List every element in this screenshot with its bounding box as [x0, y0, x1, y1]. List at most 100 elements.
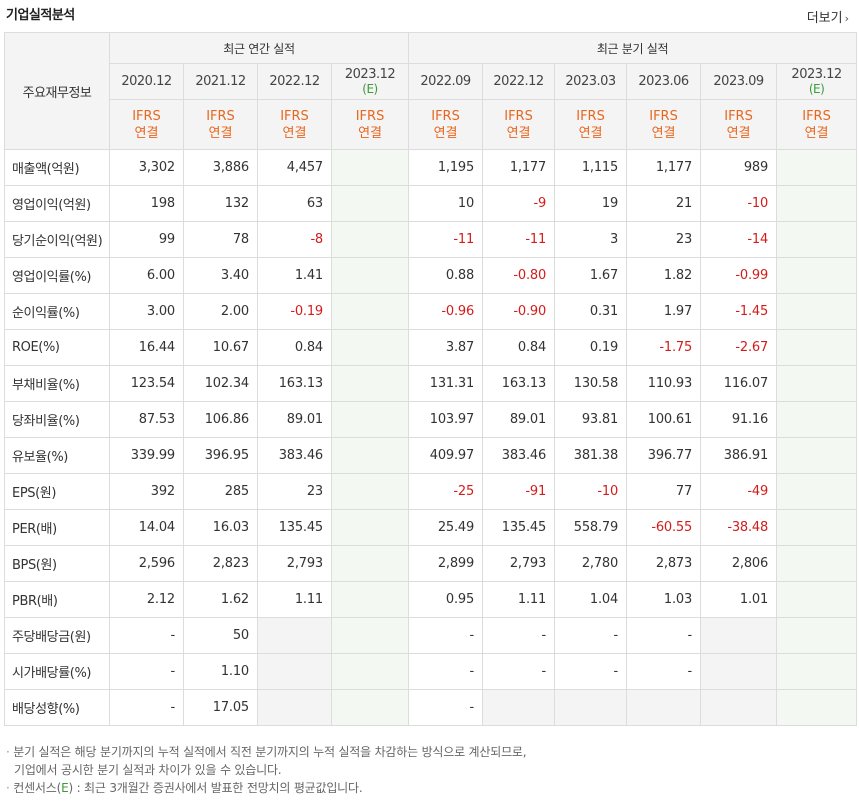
table-cell: 2.12 — [109, 581, 184, 618]
period-label: 2022.12 — [493, 74, 544, 89]
period-label: 2023.03 — [565, 74, 616, 89]
table-cell: 3,886 — [183, 149, 258, 186]
table-cell: 93.81 — [554, 401, 628, 438]
period-label: 2023.09 — [713, 74, 764, 89]
consolidated-label: 연결 — [282, 125, 307, 141]
ifrs-header: IFRS 연결 — [626, 99, 702, 150]
table-cell — [330, 221, 410, 258]
table-cell: - — [554, 617, 628, 654]
ifrs-header: IFRS 연결 — [776, 99, 858, 150]
table-cell — [330, 401, 410, 438]
table-cell: 3 — [554, 221, 628, 258]
table-cell: -10 — [700, 185, 778, 222]
table-cell: 87.53 — [109, 401, 184, 438]
table-cell: 6.00 — [109, 257, 184, 294]
table-cell: 558.79 — [554, 509, 628, 546]
table-cell: 3.00 — [109, 293, 184, 330]
table-cell — [776, 653, 858, 690]
row-label: 당좌비율(%) — [4, 401, 110, 438]
table-cell: 2,899 — [408, 545, 484, 582]
table-cell: 3.87 — [408, 329, 484, 366]
row-label: EPS(원) — [4, 473, 110, 510]
table-cell: 1.01 — [700, 581, 778, 618]
ifrs-header: IFRS 연결 — [554, 99, 628, 150]
table-row: PER(배) 14.04 16.03 135.45 25.49 135.45 558.79-… — [4, 509, 858, 546]
footnote-1-cont: 기업에서 공시한 분기 실적과 차이가 있을 수 있습니다. — [14, 763, 282, 777]
table-cell: 1.82 — [626, 257, 702, 294]
table-cell: 23 — [626, 221, 702, 258]
period-label: 2022.12 — [269, 74, 320, 89]
row-label: 주당배당금(원) — [4, 617, 110, 654]
table-row: ROE(%) 16.44 10.67 0.84 3.87 0.84 0.19 -1.75 -2.… — [4, 329, 858, 366]
table-cell — [776, 401, 858, 438]
row-label: 영업이익률(%) — [4, 257, 110, 294]
table-cell: 132 — [183, 185, 258, 222]
table-cell: -11 — [482, 221, 556, 258]
table-cell: 17.05 — [183, 689, 258, 726]
table-cell: -60.55 — [626, 509, 702, 546]
table-cell — [330, 653, 410, 690]
period-header: 2023.12 (E) — [776, 63, 858, 100]
table-cell: 1.10 — [183, 653, 258, 690]
row-label: 영업이익(억원) — [4, 185, 110, 222]
table-cell: 1,177 — [626, 149, 702, 186]
table-cell: 23 — [257, 473, 332, 510]
table-cell: -14 — [700, 221, 778, 258]
consolidated-label: 연결 — [578, 125, 603, 141]
table-row: 매출액(억원) 3,302 3,886 4,457 1,195 1,177 1,115 1,1… — [4, 149, 858, 186]
table-cell — [626, 689, 702, 726]
table-cell — [330, 365, 410, 402]
table-cell: 130.58 — [554, 365, 628, 402]
footnote-1: · 분기 실적은 해당 분기까지의 누적 실적에서 직전 분기까지의 누적 실적… — [6, 745, 527, 759]
more-link[interactable]: 더보기 › — [807, 7, 849, 26]
table-row: EPS(원) 392 285 23 -25 -91 -10 77 -49 — [4, 473, 858, 510]
table-cell: 21 — [626, 185, 702, 222]
table-cell: 396.77 — [626, 437, 702, 474]
table-cell: 10 — [408, 185, 484, 222]
table-cell — [776, 617, 858, 654]
table-row: 부채비율(%) 123.54 102.34 163.13 131.31 163.13 130… — [4, 365, 858, 402]
consolidated-label: 연결 — [804, 125, 829, 141]
footnote-2-suffix: ) : 최근 3개월간 증권사에서 발표한 전망치의 평균값입니다. — [68, 781, 363, 795]
ifrs-label: IFRS — [649, 108, 678, 124]
table-cell — [700, 653, 778, 690]
period-header: 2023.06 — [626, 63, 702, 100]
table-cell: 285 — [183, 473, 258, 510]
table-cell: - — [109, 653, 184, 690]
table-cell: - — [408, 653, 484, 690]
table-cell: 135.45 — [257, 509, 332, 546]
table-cell: 10.67 — [183, 329, 258, 366]
ifrs-header: IFRS 연결 — [700, 99, 778, 150]
table-cell — [554, 689, 628, 726]
chevron-right-icon: › — [844, 12, 849, 25]
table-cell: 989 — [700, 149, 778, 186]
table-cell: -1.75 — [626, 329, 702, 366]
table-cell: 383.46 — [257, 437, 332, 474]
table-cell: 14.04 — [109, 509, 184, 546]
table-cell: 110.93 — [626, 365, 702, 402]
table-cell: 381.38 — [554, 437, 628, 474]
table-cell — [776, 221, 858, 258]
table-cell: 0.84 — [257, 329, 332, 366]
consolidated-label: 연결 — [726, 125, 751, 141]
row-label: 순이익률(%) — [4, 293, 110, 330]
table-cell — [482, 689, 556, 726]
row-label: 당기순이익(억원) — [4, 221, 110, 258]
table-row: BPS(원) 2,596 2,823 2,793 2,899 2,793 2,780 2,87… — [4, 545, 858, 582]
table-cell — [776, 185, 858, 222]
table-row: 배당성향(%) -17.05- — [4, 689, 858, 726]
ifrs-label: IFRS — [206, 108, 235, 124]
table-row: 순이익률(%) 3.00 2.00 -0.19 -0.96 -0.90 0.31 1.97 -1… — [4, 293, 858, 330]
table-cell — [776, 437, 858, 474]
table-cell — [330, 437, 410, 474]
table-row: 영업이익률(%) 6.00 3.40 1.41 0.88 -0.80 1.67 1.82 -0.… — [4, 257, 858, 294]
table-cell: 1.11 — [257, 581, 332, 618]
ifrs-label: IFRS — [280, 108, 309, 124]
table-row: 영업이익(억원) 198 132 63 10 -9 19 21 -10 — [4, 185, 858, 222]
table-cell: - — [482, 653, 556, 690]
table-cell: 2.00 — [183, 293, 258, 330]
table-cell: 25.49 — [408, 509, 484, 546]
ifrs-header: IFRS 연결 — [330, 99, 410, 150]
table-cell: 4,457 — [257, 149, 332, 186]
financial-table: 주요재무정보 최근 연간 실적 최근 분기 실적 2020.12 2021.12 2… — [4, 32, 858, 726]
